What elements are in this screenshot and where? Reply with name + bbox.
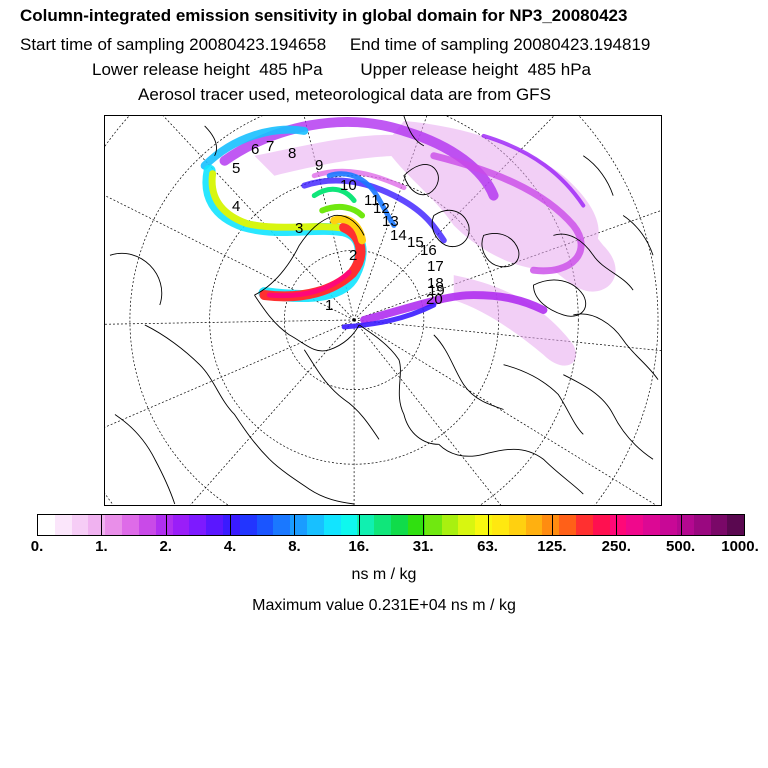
trajectory-marker: 6 <box>251 141 260 158</box>
colorbar-swatch <box>138 515 156 535</box>
trajectory-marker: 7 <box>266 138 275 155</box>
colorbar-swatch <box>290 515 307 535</box>
colorbar-swatch <box>609 515 627 535</box>
tracer-info-line: Aerosol tracer used, meteorological data… <box>138 85 551 104</box>
colorbar-separator <box>423 514 425 536</box>
meridian-lines <box>105 116 661 505</box>
trajectory-marker: 13 <box>382 213 399 230</box>
trajectory-marker: 8 <box>288 145 297 162</box>
colorbar-separator <box>487 514 489 536</box>
trajectory-marker: 11 <box>364 192 380 209</box>
colorbar-swatch <box>676 515 694 535</box>
colorbar-separator <box>165 514 167 536</box>
colorbar-swatch <box>189 515 207 535</box>
colorbar-swatch <box>626 515 644 535</box>
colorbar-swatch <box>71 515 89 535</box>
colorbar-separator <box>680 514 682 536</box>
map-panel: 1 2 3 4 5 6 7 8 9 10 11 12 13 14 15 16 1… <box>104 115 662 506</box>
trajectory-marker: 5 <box>232 160 241 177</box>
trajectory-marker: 12 <box>373 200 390 217</box>
colorbar-swatch <box>38 515 55 535</box>
colorbar-swatch <box>559 515 576 535</box>
colorbar-separator <box>294 514 296 536</box>
colorbar-swatch <box>592 515 610 535</box>
colorbar-swatch <box>357 515 375 535</box>
colorbar-swatch <box>727 515 745 535</box>
colorbar-swatch <box>307 515 324 535</box>
colorbar-tick-label: 1. <box>95 538 108 555</box>
colorbar-swatch <box>542 515 560 535</box>
trajectory-marker: 16 <box>420 242 437 259</box>
colorbar-swatch <box>105 515 123 535</box>
colorbar-separator <box>358 514 360 536</box>
colorbar-tick-label: 16. <box>348 538 370 555</box>
colorbar-tick-label: 1000. <box>721 538 759 555</box>
colorbar-swatch <box>475 515 492 535</box>
colorbar-tick-label: 0. <box>30 538 44 555</box>
colorbar-units: ns m / kg <box>351 566 417 583</box>
colorbar-swatch <box>693 515 711 535</box>
colorbar-swatch <box>273 515 291 535</box>
colorbar-tick-label: 2. <box>159 538 172 555</box>
colorbar-swatch <box>441 515 459 535</box>
trajectory-marker: 9 <box>315 157 324 174</box>
plume-core <box>200 125 397 303</box>
polar-map <box>105 116 661 505</box>
colorbar-swatch <box>239 515 257 535</box>
colorbar-swatch <box>172 515 190 535</box>
colorbar-swatch <box>660 515 677 535</box>
plume-bands <box>219 117 586 330</box>
colorbar-swatch <box>710 515 728 535</box>
colorbar-swatch <box>54 515 72 535</box>
colorbar-swatch <box>122 515 139 535</box>
colorbar-swatch <box>491 515 509 535</box>
colorbar-swatch <box>407 515 425 535</box>
colorbar-swatch <box>323 515 341 535</box>
colorbar-separator <box>230 514 232 536</box>
release-height-line: Lower release height 485 hPa Upper relea… <box>92 60 591 79</box>
colorbar-swatch <box>206 515 223 535</box>
colorbar-swatch <box>88 515 106 535</box>
colorbar-tick-label: 4. <box>223 538 237 555</box>
trajectory-marker: 20 <box>426 291 443 308</box>
colorbar-swatch <box>222 515 240 535</box>
colorbar-tick-label: 250. <box>601 538 631 555</box>
trajectory-marker: 10 <box>340 177 357 194</box>
colorbar-tick-label: 63. <box>477 538 498 555</box>
trajectory-marker: 14 <box>390 227 407 244</box>
colorbar-swatch <box>458 515 476 535</box>
maximum-value: Maximum value 0.231E+04 ns m / kg <box>252 597 516 614</box>
trajectory-marker: 18 <box>427 275 444 292</box>
colorbar <box>37 514 745 536</box>
colorbar-separator <box>101 514 103 536</box>
plot-title: Column-integrated emission sensitivity i… <box>20 6 628 25</box>
trajectory-marker: 15 <box>407 234 424 251</box>
colorbar-swatch <box>155 515 173 535</box>
colorbar-separator <box>616 514 618 536</box>
colorbar-swatch <box>508 515 526 535</box>
colorbar-tick-label: 8. <box>288 538 301 555</box>
trajectory-marker: 3 <box>295 220 304 237</box>
colorbar-swatch <box>525 515 543 535</box>
colorbar-swatch <box>374 515 392 535</box>
trajectory-marker: 1 <box>325 297 334 314</box>
trajectory-marker: 2 <box>349 247 358 264</box>
trajectory-marker: 17 <box>427 258 444 275</box>
colorbar-separator <box>551 514 553 536</box>
trajectory-marker: 4 <box>232 198 241 215</box>
colorbar-swatch <box>256 515 274 535</box>
colorbar-swatch <box>340 515 358 535</box>
coastlines <box>109 116 659 505</box>
sampling-time-line: Start time of sampling 20080423.194658 E… <box>20 35 651 54</box>
colorbar-swatch <box>576 515 593 535</box>
colorbar-swatch <box>643 515 661 535</box>
colorbar-swatch <box>391 515 408 535</box>
colorbar-tick-label: 125. <box>537 538 567 555</box>
colorbar-tick-label: 500. <box>666 538 696 555</box>
colorbar-tick-label: 31. <box>412 538 434 555</box>
colorbar-swatch <box>424 515 442 535</box>
trajectory-marker: 19 <box>428 282 445 299</box>
